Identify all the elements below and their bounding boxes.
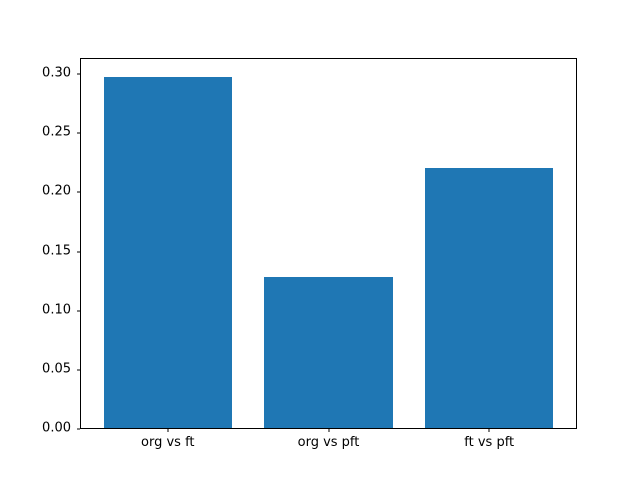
y-tick-label: 0.25 <box>42 124 71 140</box>
y-tick-mark <box>76 428 80 430</box>
y-tick-label: 0.15 <box>42 243 71 259</box>
bar-ft-vs-pft <box>424 167 554 428</box>
x-tick-mark <box>167 428 169 432</box>
y-tick-label: 0.05 <box>42 361 71 377</box>
y-tick-label: 0.00 <box>42 420 71 436</box>
plot-area: 0.00 0.05 0.10 0.15 0.20 0.25 0.30 org vs ft org… <box>42 58 577 449</box>
x-tick-label-org-vs-ft: org vs ft <box>141 435 195 450</box>
y-tick-mark <box>76 310 80 312</box>
x-tick-label-ft-vs-pft: ft vs pft <box>464 435 515 450</box>
y-tick-label: 0.30 <box>42 65 71 81</box>
y-tick-mark <box>76 132 80 134</box>
y-tick-mark <box>76 73 80 75</box>
y-tick-label: 0.10 <box>42 302 71 318</box>
y-tick-mark <box>76 251 80 253</box>
y-tick-mark <box>76 369 80 371</box>
x-tick-mark <box>488 428 490 432</box>
y-tick-label: 0.20 <box>42 183 71 199</box>
x-tick-mark <box>328 428 329 432</box>
x-tick-label-org-vs-pft: org vs pft <box>297 435 360 450</box>
bar-org-vs-ft <box>103 76 233 428</box>
y-tick-mark <box>76 191 80 193</box>
bar-org-vs-pft <box>264 276 393 428</box>
